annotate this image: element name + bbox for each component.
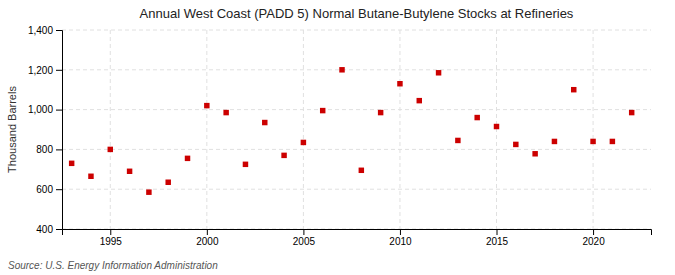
grid-line	[593, 30, 594, 229]
point	[204, 103, 209, 108]
tick-label: 1995	[100, 236, 123, 247]
grid	[62, 30, 651, 229]
point	[262, 120, 267, 125]
point	[397, 81, 402, 86]
tick-label: 800	[36, 144, 53, 155]
tick-mark	[497, 229, 498, 235]
point	[552, 139, 557, 144]
tick-mark	[110, 229, 111, 235]
tick-label: 400	[36, 224, 53, 235]
point	[243, 162, 248, 167]
plot: 1995 2000 2005 2010 2015 2020 400 600 800 1,000 1,…	[28, 25, 652, 247]
tick-label: 2005	[293, 236, 316, 247]
tick-mark	[56, 149, 62, 150]
point	[494, 124, 499, 129]
point	[359, 168, 364, 173]
tick: 2000	[196, 229, 219, 247]
point	[417, 98, 422, 103]
x-axis: 1995 2000 2005 2010 2015 2020	[63, 229, 652, 247]
tick-label: 2020	[582, 236, 605, 247]
chart: 1995 2000 2005 2010 2015 2020 400 600 800 1,000 1,…	[0, 0, 675, 275]
tick-label: 600	[36, 184, 53, 195]
grid-line	[62, 149, 651, 150]
point	[320, 108, 325, 113]
point	[436, 70, 441, 75]
grid-line	[496, 30, 497, 229]
grid-line	[303, 30, 304, 229]
grid-line	[62, 30, 651, 31]
tick-mark	[56, 30, 62, 31]
point	[513, 142, 518, 147]
point	[455, 138, 460, 143]
annotation: Source: U.S. Energy Information Administ…	[8, 260, 218, 271]
tick-label: 2000	[196, 236, 219, 247]
points	[69, 67, 635, 195]
point	[339, 67, 344, 72]
tick-mark	[400, 229, 401, 235]
point	[571, 87, 576, 92]
point	[610, 139, 615, 144]
tick-label: 1,200	[28, 65, 53, 76]
tick-mark	[593, 229, 594, 235]
point	[301, 140, 306, 145]
point	[146, 189, 151, 194]
tick: 2005	[293, 229, 316, 247]
tick: 800	[36, 144, 62, 155]
point	[474, 115, 479, 120]
grid-line	[110, 30, 111, 229]
tick-label: 2015	[486, 236, 509, 247]
point	[532, 151, 537, 156]
tick: 2010	[389, 229, 412, 247]
point	[185, 156, 190, 161]
tick-mark	[56, 110, 62, 111]
tick: 1,000	[28, 104, 62, 115]
point	[590, 139, 595, 144]
axis-line	[56, 31, 63, 230]
y-axis: 400 600 800 1,000 1,200 1,400	[28, 25, 63, 235]
tick-mark	[56, 229, 62, 230]
tick-label: 2010	[389, 236, 412, 247]
title: Annual West Coast (PADD 5) Normal Butane…	[140, 6, 574, 21]
tick: 1995	[100, 229, 123, 247]
tick-label: 1,000	[28, 104, 53, 115]
point	[108, 147, 113, 152]
tick: 2015	[486, 229, 509, 247]
grid-line	[62, 109, 651, 110]
tick-label: 1,400	[28, 25, 53, 36]
tick-mark	[56, 189, 62, 190]
tick: 2020	[582, 229, 605, 247]
tick-mark	[303, 229, 304, 235]
grid-line	[399, 30, 400, 229]
y-axis-label: Thousand Barrels	[6, 86, 18, 173]
tick: 600	[36, 184, 62, 195]
point	[223, 110, 228, 115]
point	[378, 110, 383, 115]
axis-line	[63, 230, 652, 236]
point	[127, 169, 132, 174]
grid-line	[206, 30, 207, 229]
point	[88, 174, 93, 179]
grid-line	[62, 69, 651, 70]
tick-mark	[56, 70, 62, 71]
point	[629, 110, 634, 115]
point	[69, 161, 74, 166]
point	[281, 153, 286, 158]
tick: 400	[36, 224, 62, 235]
tick: 1,200	[28, 65, 62, 76]
tick-mark	[207, 229, 208, 235]
point	[165, 179, 170, 184]
tick: 1,400	[28, 25, 62, 36]
